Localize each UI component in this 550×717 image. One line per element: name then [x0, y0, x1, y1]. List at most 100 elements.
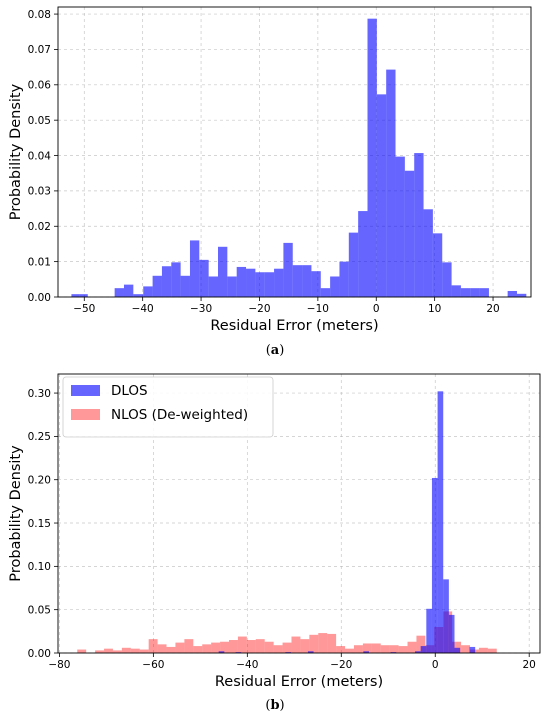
- histogram-bar: [273, 645, 283, 653]
- y-axis-label: Probability Density: [8, 83, 24, 220]
- histogram-bar: [416, 635, 426, 653]
- histogram-bar: [114, 288, 124, 297]
- histogram-bar: [121, 647, 131, 653]
- histogram-bar: [469, 646, 476, 653]
- histogram-bar: [255, 272, 265, 297]
- histogram-bar: [274, 268, 284, 297]
- x-tick-label: −50: [73, 303, 95, 315]
- histogram-bar: [184, 639, 194, 653]
- histogram-bar: [104, 648, 113, 653]
- residual-histogram-b: −80 −60 −40 −20 0 20 0.00 0.05 0.10 0.15 0.20 0.25 0…: [8, 373, 541, 690]
- y-tick-label: 0.07: [28, 44, 51, 56]
- histogram-bar: [327, 633, 337, 653]
- histogram-bar: [443, 579, 449, 653]
- histogram-bar: [448, 614, 455, 653]
- x-tick-label: 20: [486, 303, 499, 315]
- histogram-bar: [309, 634, 319, 653]
- histogram-bar: [208, 276, 219, 297]
- histogram-bar: [461, 645, 471, 653]
- histogram-bar: [415, 651, 421, 653]
- histogram-bar: [292, 265, 303, 297]
- x-tick-label: −40: [132, 303, 154, 315]
- histogram-bar: [487, 648, 497, 653]
- histogram-bar: [363, 651, 369, 653]
- histogram-bar: [345, 648, 354, 653]
- y-tick-label: 0.01: [28, 256, 51, 268]
- y-tick-label: 0.02: [28, 221, 51, 233]
- y-tick-label: 0.00: [28, 292, 51, 304]
- histogram-bar: [152, 275, 162, 297]
- histogram-bar: [371, 643, 381, 653]
- histogram-bar: [139, 649, 149, 653]
- histogram-bar: [300, 639, 310, 653]
- histogram-bar: [478, 647, 488, 653]
- y-tick-label: 0.05: [28, 604, 51, 616]
- x-tick-label: 10: [428, 303, 441, 315]
- series-dlos: [218, 391, 476, 653]
- histogram-bar: [202, 644, 212, 653]
- histogram-bar: [211, 642, 221, 653]
- histogram-bar: [320, 288, 331, 297]
- histogram-bar: [376, 94, 387, 297]
- x-tick-label: −10: [307, 303, 329, 315]
- histogram-bar: [362, 643, 372, 653]
- histogram-bar: [220, 641, 230, 653]
- histogram-bar: [255, 639, 265, 653]
- histogram-bar: [420, 646, 427, 653]
- histogram-bar: [479, 288, 489, 297]
- y-axis-label: Probability Density: [8, 445, 24, 582]
- histogram-bar: [246, 268, 256, 297]
- histogram-bar: [175, 642, 185, 653]
- caption-a: (a): [265, 343, 285, 358]
- histogram-bar: [423, 209, 433, 297]
- histogram-bar: [283, 242, 293, 297]
- residual-histogram-a: −50 −40 −30 −20 −10 0 10 20 0.00 0.01 0.02 0.03 0.04…: [8, 6, 532, 334]
- histogram-bar: [330, 276, 340, 297]
- histogram-bar: [112, 650, 122, 653]
- histogram-bar: [339, 261, 349, 297]
- histogram-bar: [367, 18, 377, 297]
- histogram-bar: [282, 642, 292, 653]
- series-bars: [71, 18, 527, 297]
- x-tick-label: −20: [330, 659, 352, 671]
- histogram-bar: [386, 69, 396, 297]
- y-tick-label: 0.04: [28, 150, 52, 162]
- x-tick-label: −20: [248, 303, 270, 315]
- histogram-bar: [180, 275, 190, 297]
- histogram-bar: [133, 294, 144, 297]
- histogram-bar: [470, 288, 480, 297]
- x-tick-label: 0: [432, 659, 439, 671]
- histogram-bar: [318, 633, 328, 653]
- histogram-bar: [380, 645, 390, 653]
- plot-frame: [57, 6, 532, 298]
- x-axis-label: Residual Error (meters): [210, 318, 378, 334]
- histogram-bar: [189, 240, 200, 297]
- x-tick-label: 0: [373, 303, 380, 315]
- histogram-bar: [246, 640, 256, 653]
- legend-swatch: [71, 409, 100, 420]
- histogram-bar: [426, 608, 432, 653]
- histogram-bar: [236, 266, 247, 297]
- y-tick-label: 0.06: [28, 80, 52, 92]
- histogram-bar: [237, 636, 247, 653]
- histogram-bar: [358, 211, 368, 297]
- y-tick-label: 0.15: [28, 518, 51, 530]
- legend-label: NLOS (De-weighted): [111, 407, 248, 423]
- histogram-bar: [407, 641, 417, 653]
- legend: DLOS NLOS (De-weighted): [62, 376, 274, 438]
- histogram-bar: [229, 640, 238, 653]
- histogram-bar: [143, 286, 153, 297]
- histogram-bar: [71, 294, 80, 297]
- histogram-bar: [291, 636, 301, 653]
- histogram-bar: [507, 290, 517, 297]
- histogram-bar: [451, 285, 461, 297]
- legend-box: [62, 376, 274, 438]
- x-axis-label: Residual Error (meters): [215, 674, 383, 690]
- y-tick-label: 0.00: [28, 648, 51, 660]
- caption-b: (b): [265, 698, 285, 713]
- histogram-bar: [193, 646, 203, 653]
- histogram-bar: [161, 266, 172, 297]
- y-tick-label: 0.08: [28, 9, 51, 21]
- histogram-bar: [157, 644, 167, 653]
- histogram-bar: [130, 648, 140, 653]
